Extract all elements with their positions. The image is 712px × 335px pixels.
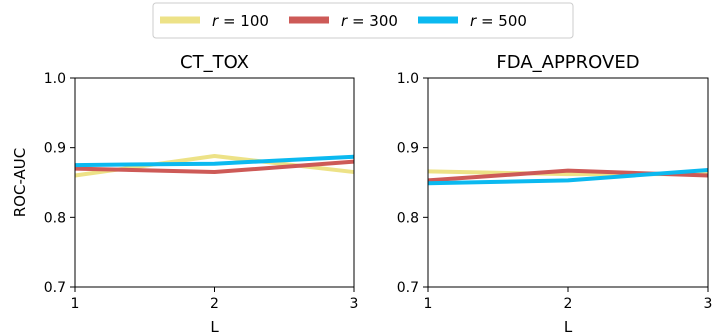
y-tick-label: 0.7: [397, 280, 419, 296]
legend-frame: [152, 2, 574, 39]
x-tick-label: 1: [71, 296, 80, 312]
panel-title: FDA_APPROVED: [496, 52, 639, 73]
x-axis-title: L: [210, 318, 219, 335]
series-line-r-500: [74, 154, 355, 168]
y-axis-title: ROC-AUC: [11, 148, 29, 218]
series-line-r-300: [74, 159, 355, 175]
legend-label-r-100: r = 100: [212, 12, 269, 30]
y-tick-label: 0.8: [397, 210, 419, 226]
panel-title: CT_TOX: [180, 52, 249, 73]
y-tick-label: 0.7: [44, 280, 66, 296]
y-tick-label: 0.9: [397, 141, 419, 157]
x-tick-label: 3: [704, 296, 712, 312]
chart-panel-ct-tox: CT_TOX 0.7 0.8 0.9 1.0 1 2 3 L ROC-AUC: [11, 52, 358, 335]
series-line-r-500: [427, 167, 709, 186]
x-axis-title: L: [564, 318, 573, 335]
series-group: [427, 167, 709, 186]
y-tick-label: 0.9: [44, 141, 66, 157]
x-tick-label: 3: [350, 296, 359, 312]
x-tick-label: 2: [210, 296, 219, 312]
chart-panel-fda-approved: FDA_APPROVED 0.7 0.8 0.9 1.0 1 2 3 L: [397, 52, 712, 335]
y-tick-label: 0.8: [44, 210, 66, 226]
x-tick-label: 1: [424, 296, 433, 312]
series-group: [74, 154, 355, 178]
plot-frame: [74, 77, 355, 288]
legend-label-r-500: r = 500: [470, 12, 527, 30]
y-tick-label: 1.0: [397, 71, 419, 87]
x-tick-label: 2: [564, 296, 573, 312]
y-tick-label: 1.0: [44, 71, 66, 87]
legend-label-r-300: r = 300: [341, 12, 398, 30]
legend: r = 100 r = 300 r = 500: [152, 2, 574, 39]
